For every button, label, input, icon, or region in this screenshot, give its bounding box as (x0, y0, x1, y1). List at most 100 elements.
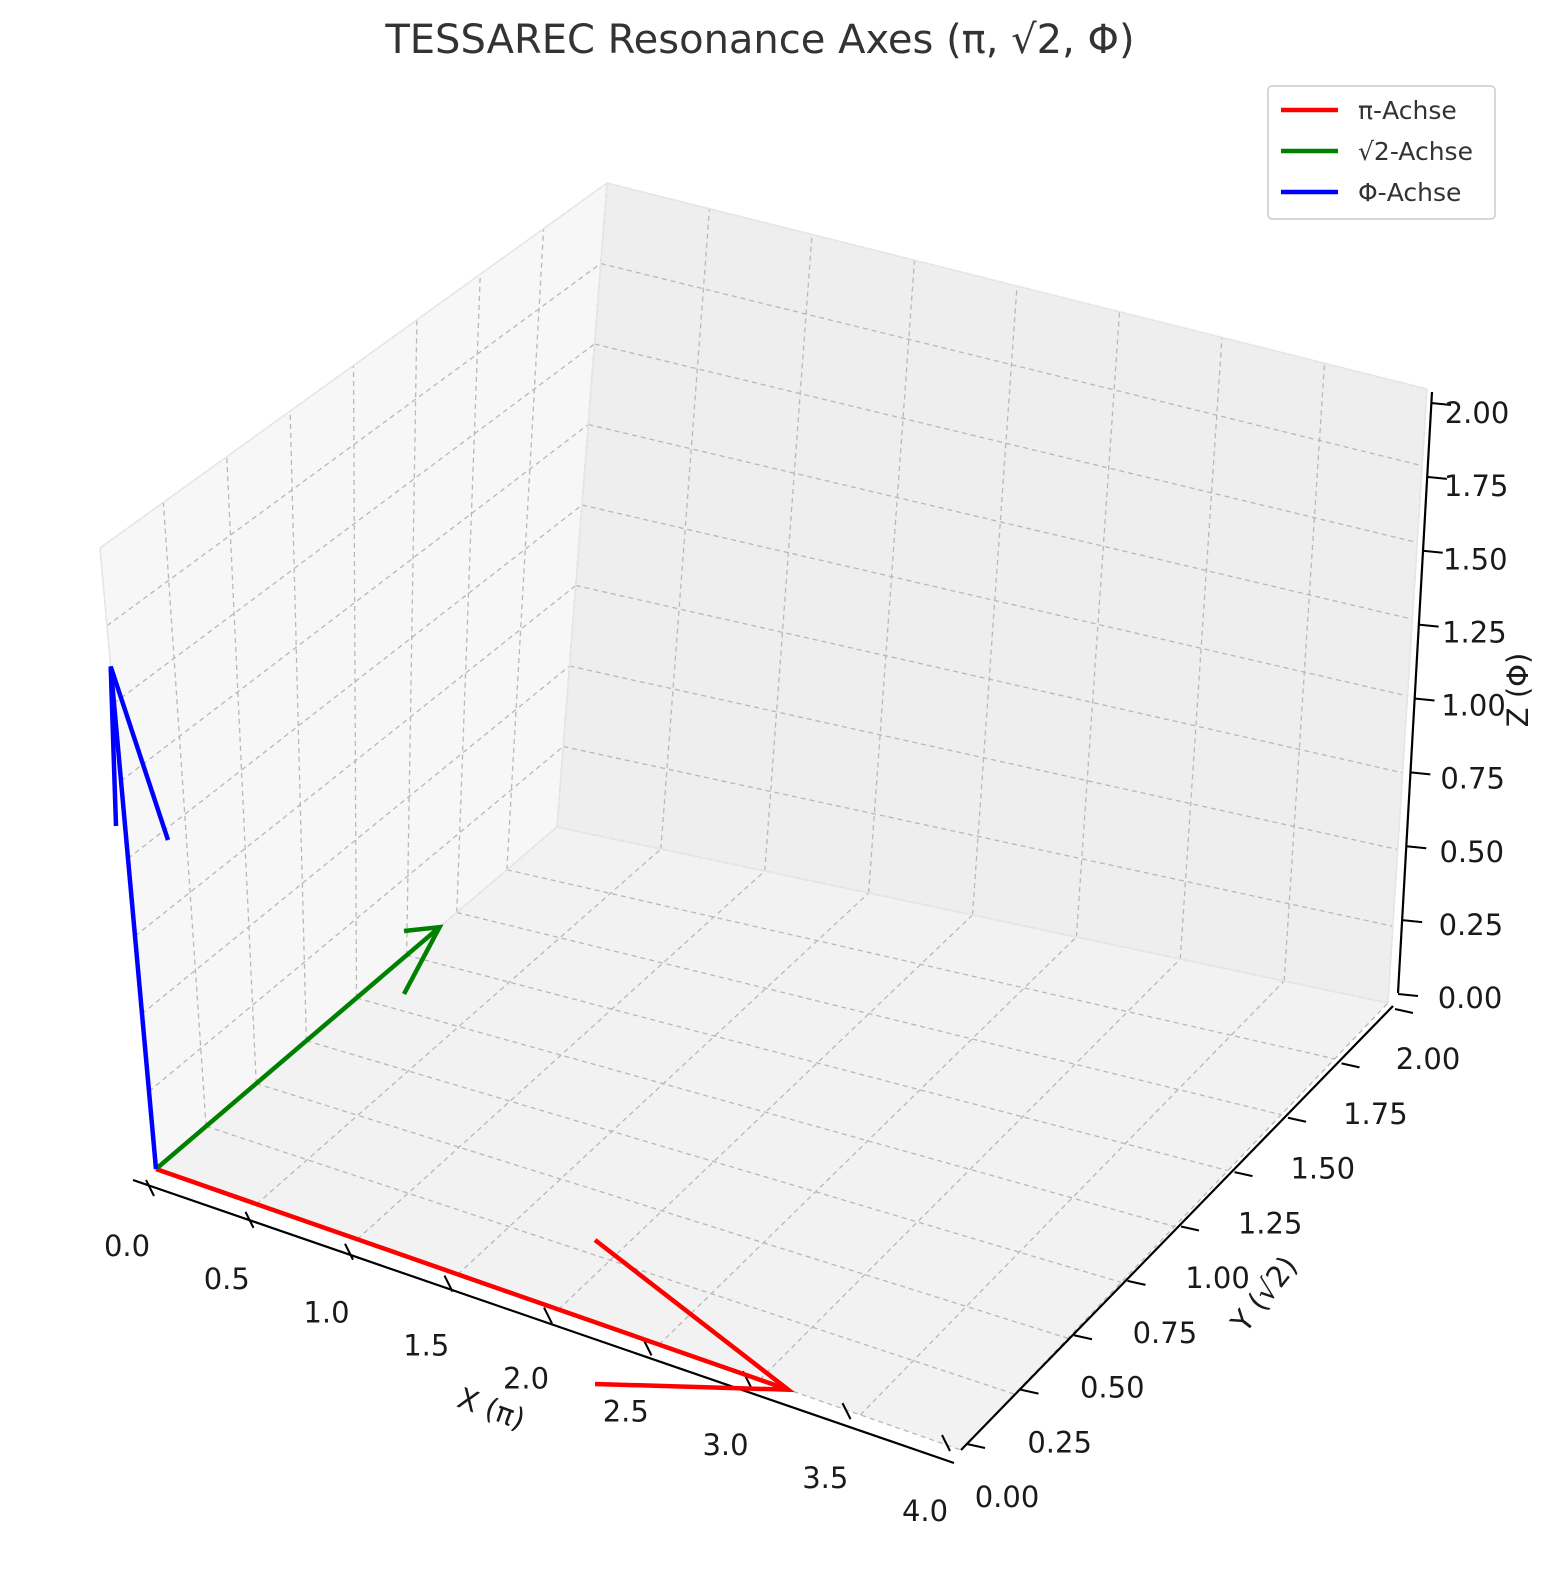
grid-floor-y (356, 997, 1175, 1228)
y-tick-label: 1.75 (1343, 1097, 1408, 1131)
z-axis-label: Z (Φ) (1501, 653, 1535, 728)
x-tick-label: 2.5 (603, 1395, 649, 1429)
x-tick-label: 0.0 (104, 1229, 150, 1263)
z-tick-mark (1418, 623, 1439, 628)
z-axis-line (1396, 391, 1434, 994)
x-tick-label: 0.5 (204, 1262, 250, 1296)
grid-back-z (569, 665, 1398, 851)
x-tick-label: 1.5 (403, 1328, 449, 1362)
pane-edge (1387, 388, 1428, 1004)
y-tick-label: 0.00 (975, 1480, 1040, 1514)
floor-pane (156, 827, 1388, 1450)
y-tick-label: 0.75 (1133, 1316, 1198, 1350)
grid-floor-x (658, 936, 1077, 1346)
y-tick-label: 0.25 (1027, 1425, 1092, 1459)
grid-floor-y (205, 1125, 1015, 1395)
grid-wall-y (352, 365, 358, 999)
z-tick-label: 0.50 (1439, 835, 1504, 869)
grid-back-z (600, 262, 1423, 467)
y-tick-mark (1234, 1171, 1253, 1178)
vector-shaft (108, 666, 159, 1170)
z-tick-mark (1402, 919, 1423, 924)
x-tick-label: 4.0 (902, 1494, 948, 1528)
vector-head (402, 924, 444, 996)
y-tick-mark (966, 1443, 986, 1449)
z-tick-label: 1.75 (1444, 469, 1509, 503)
grid-wall-z (120, 423, 589, 782)
legend: π-Achse √2-Achse Φ-Achse (1267, 85, 1496, 220)
x-tick-mark (941, 1434, 951, 1452)
vector-head (108, 665, 171, 841)
z-tick-label: 0.25 (1439, 908, 1504, 942)
tick-labels: 0.0 0.5 1.0 1.5 2.0 2.5 3.0 3.5 4.0 0.00 0.25 0.50 0… (104, 396, 1509, 1528)
pane-edge (606, 182, 1428, 390)
grid-back-z (581, 504, 1408, 697)
x-tick-mark (543, 1307, 553, 1324)
grid-floor-y (406, 954, 1229, 1172)
y-tick-label: 1.25 (1238, 1206, 1303, 1240)
pane-edge (556, 826, 1389, 1004)
x-tick-label: 3.5 (802, 1461, 848, 1495)
chart-title: TESSAREC Resonance Axes (π, √2, Φ) (384, 17, 1134, 63)
pane-edge (556, 182, 608, 828)
grid-wall-z (106, 262, 602, 627)
z-tick-mark (1414, 697, 1435, 702)
grid-floor-y (456, 911, 1282, 1116)
x-tick-label: 2.0 (503, 1362, 549, 1396)
x-tick-label: 1.0 (303, 1295, 349, 1329)
z-tick-mark (1406, 845, 1427, 850)
grid-back-z (563, 745, 1394, 927)
y-tick-mark (1020, 1388, 1039, 1395)
y-tick-mark (1180, 1225, 1200, 1232)
z-tick-label: 1.50 (1443, 542, 1508, 576)
y-tick-label: 2.00 (1396, 1042, 1461, 1076)
legend-label: √2-Achse (1358, 137, 1473, 166)
x-tick-mark (841, 1402, 852, 1420)
grid-wall-y (506, 228, 545, 870)
vector-2 (154, 924, 444, 1171)
z-tick-mark (1422, 549, 1443, 554)
grid-wall-z (134, 584, 577, 937)
pane-edge (99, 182, 608, 549)
axis-panes (100, 183, 1427, 1450)
z-tick-label: 2.00 (1445, 396, 1510, 430)
z-tick-mark (1410, 771, 1431, 776)
legend-label: Φ-Achse (1358, 178, 1461, 207)
y-axis-line (960, 1005, 1394, 1451)
grid-floor-y (306, 1040, 1122, 1283)
grid-back-z (594, 343, 1418, 544)
legend-label: π-Achse (1358, 96, 1457, 125)
z-tick-label: 0.75 (1440, 762, 1505, 796)
grid-back-x (1075, 311, 1121, 938)
vector-3 (108, 665, 171, 1170)
z-tick-mark (1426, 475, 1447, 480)
y-tick-mark (1287, 1116, 1307, 1123)
vector-series (108, 665, 796, 1393)
x-tick-mark (642, 1338, 653, 1356)
grid-wall-z (127, 504, 583, 860)
x-tick-mark (244, 1211, 255, 1229)
x-tick-mark (344, 1243, 354, 1261)
grid-back-z (575, 584, 1403, 774)
x-tick-mark (145, 1179, 155, 1197)
grid-wall-z (113, 343, 595, 704)
z-tick-mark (1430, 402, 1452, 406)
z-tick-label: 0.00 (1438, 981, 1503, 1015)
grid-floor-y (506, 869, 1335, 1060)
z-tick-label: 1.25 (1442, 615, 1507, 649)
y-tick-mark (1341, 1062, 1360, 1069)
grid-wall-y (289, 411, 308, 1041)
grid-floor-x (859, 980, 1285, 1416)
left-wall-pane (100, 183, 607, 1169)
grid-back-z (588, 423, 1413, 620)
grid-wall-y (226, 456, 257, 1084)
x-axis-line (132, 1178, 955, 1465)
y-tick-label: 1.50 (1290, 1152, 1355, 1186)
grid-wall-y (405, 319, 418, 956)
back-wall-pane (557, 183, 1427, 1003)
grid-back-x (660, 208, 711, 850)
y-tick-mark (1073, 1334, 1093, 1341)
vector-head (593, 1238, 796, 1393)
grid-floor-y (256, 1082, 1068, 1339)
grid-floor-x (356, 870, 766, 1240)
